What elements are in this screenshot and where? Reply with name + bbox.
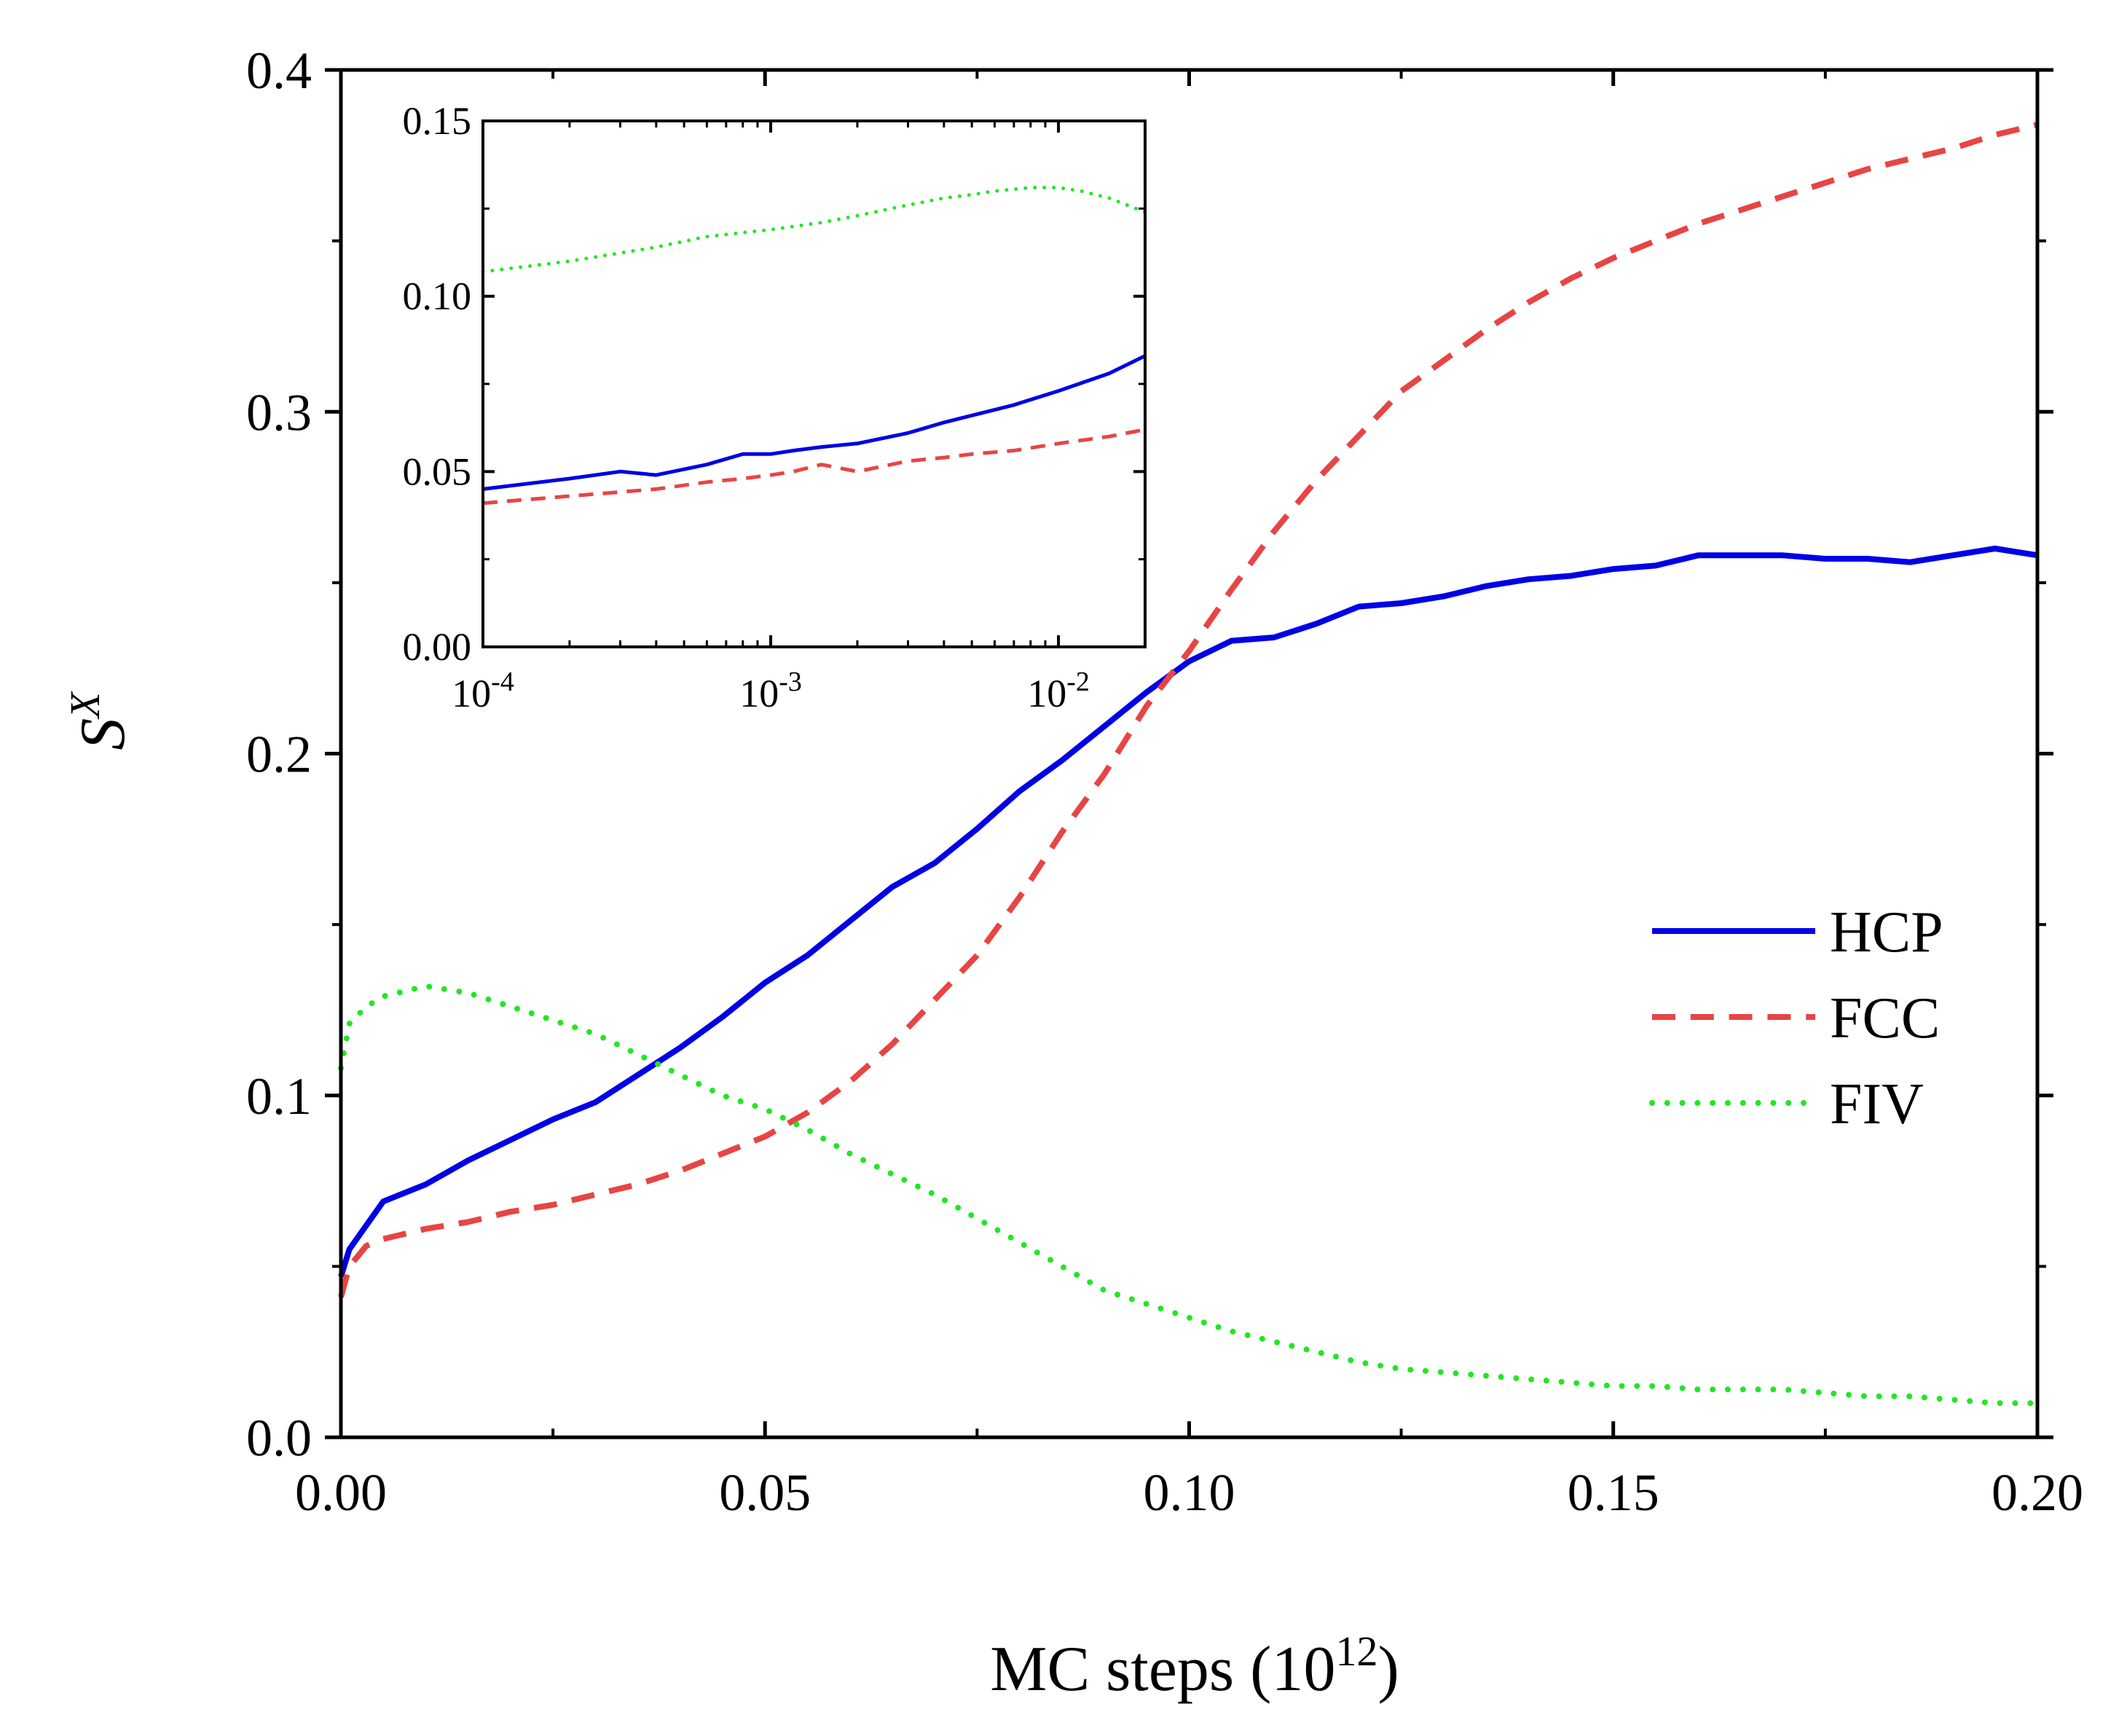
x-axis-title-close: )	[1377, 1634, 1399, 1705]
inset-x-tick-label: 10-3	[739, 667, 802, 715]
inset-x-tick-label: 10-4	[452, 667, 514, 715]
main-x-tick-label: 0.20	[1992, 1464, 2083, 1522]
axis-titles: MC steps (1012) SX	[61, 691, 1399, 1705]
inset-y-tick-label: 0.10	[403, 275, 472, 318]
main-y-tick-label: 0.3	[246, 383, 312, 441]
inset-x-tick-label-base: 10	[739, 672, 779, 715]
y-axis-title-superscript: X	[61, 691, 109, 720]
y-axis-title: SX	[61, 691, 138, 750]
inset-x-tick-label-exponent: -2	[1066, 667, 1090, 697]
main-series-fiv-line	[338, 983, 2040, 1407]
x-axis-title-base: MC steps (10	[990, 1634, 1335, 1705]
legend: HCP FCC FIV	[1649, 900, 1943, 1136]
main-series-hcp-line	[338, 546, 2038, 1278]
legend-label-fiv: FIV	[1830, 1072, 1924, 1136]
x-axis-title-exponent: 12	[1335, 1627, 1377, 1675]
legend-label-hcp: HCP	[1830, 900, 1943, 965]
main-x-tick-label: 0.05	[719, 1464, 811, 1522]
inset-x-tick-label-exponent: -4	[491, 667, 514, 697]
main-y-tick-label: 0.1	[246, 1067, 312, 1126]
inset-y-tick-label: 0.15	[403, 99, 472, 143]
main-y-tick-label: 0.2	[246, 726, 312, 784]
main-x-tick-label: 0.10	[1144, 1464, 1235, 1522]
y-axis-title-base: S	[68, 718, 138, 750]
inset-x-tick-label-exponent: -3	[779, 667, 802, 697]
main-x-tick-label: 0.00	[295, 1464, 387, 1522]
inset-background	[483, 121, 1145, 647]
inset-x-tick-label-base: 10	[452, 672, 491, 715]
inset-y-tick-label: 0.00	[403, 625, 472, 669]
main-plot-series	[338, 122, 2040, 1407]
inset-x-tick-label-base: 10	[1027, 672, 1066, 715]
inset-series-hcp-line	[482, 354, 1147, 491]
main-x-tick-label: 0.15	[1568, 1464, 1659, 1522]
legend-label-fcc: FCC	[1830, 986, 1940, 1050]
main-plot-axes: 0.00 0.05 0.10 0.15 0.20 0.0 0.1 0.2 0.3 0.4	[246, 42, 2083, 1522]
inset-x-tick-label: 10-2	[1027, 667, 1090, 715]
inset-series-fcc-line	[482, 428, 1146, 506]
main-y-tick-label: 0.4	[246, 42, 312, 100]
main-y-tick-label: 0.0	[246, 1409, 312, 1467]
main-series-fcc-line	[338, 122, 2038, 1298]
inset-y-tick-label: 0.05	[403, 449, 472, 493]
x-axis-title: MC steps (1012)	[990, 1627, 1399, 1705]
